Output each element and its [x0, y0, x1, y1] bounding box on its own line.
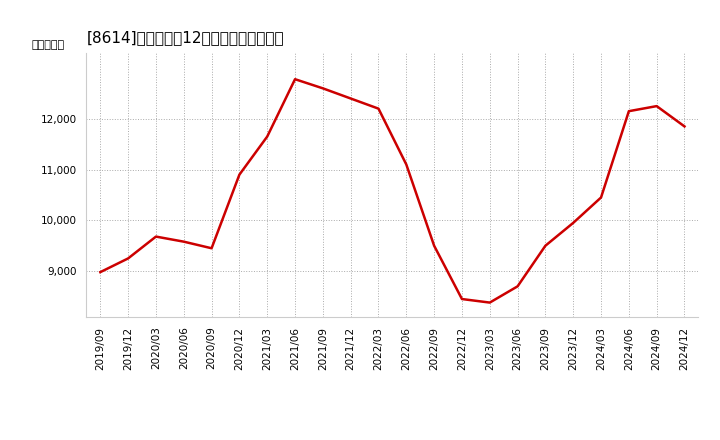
Text: （百万円）: （百万円）	[31, 40, 65, 50]
Text: [8614]　売上高の12か月移動合計の推移: [8614] 売上高の12か月移動合計の推移	[86, 29, 284, 45]
